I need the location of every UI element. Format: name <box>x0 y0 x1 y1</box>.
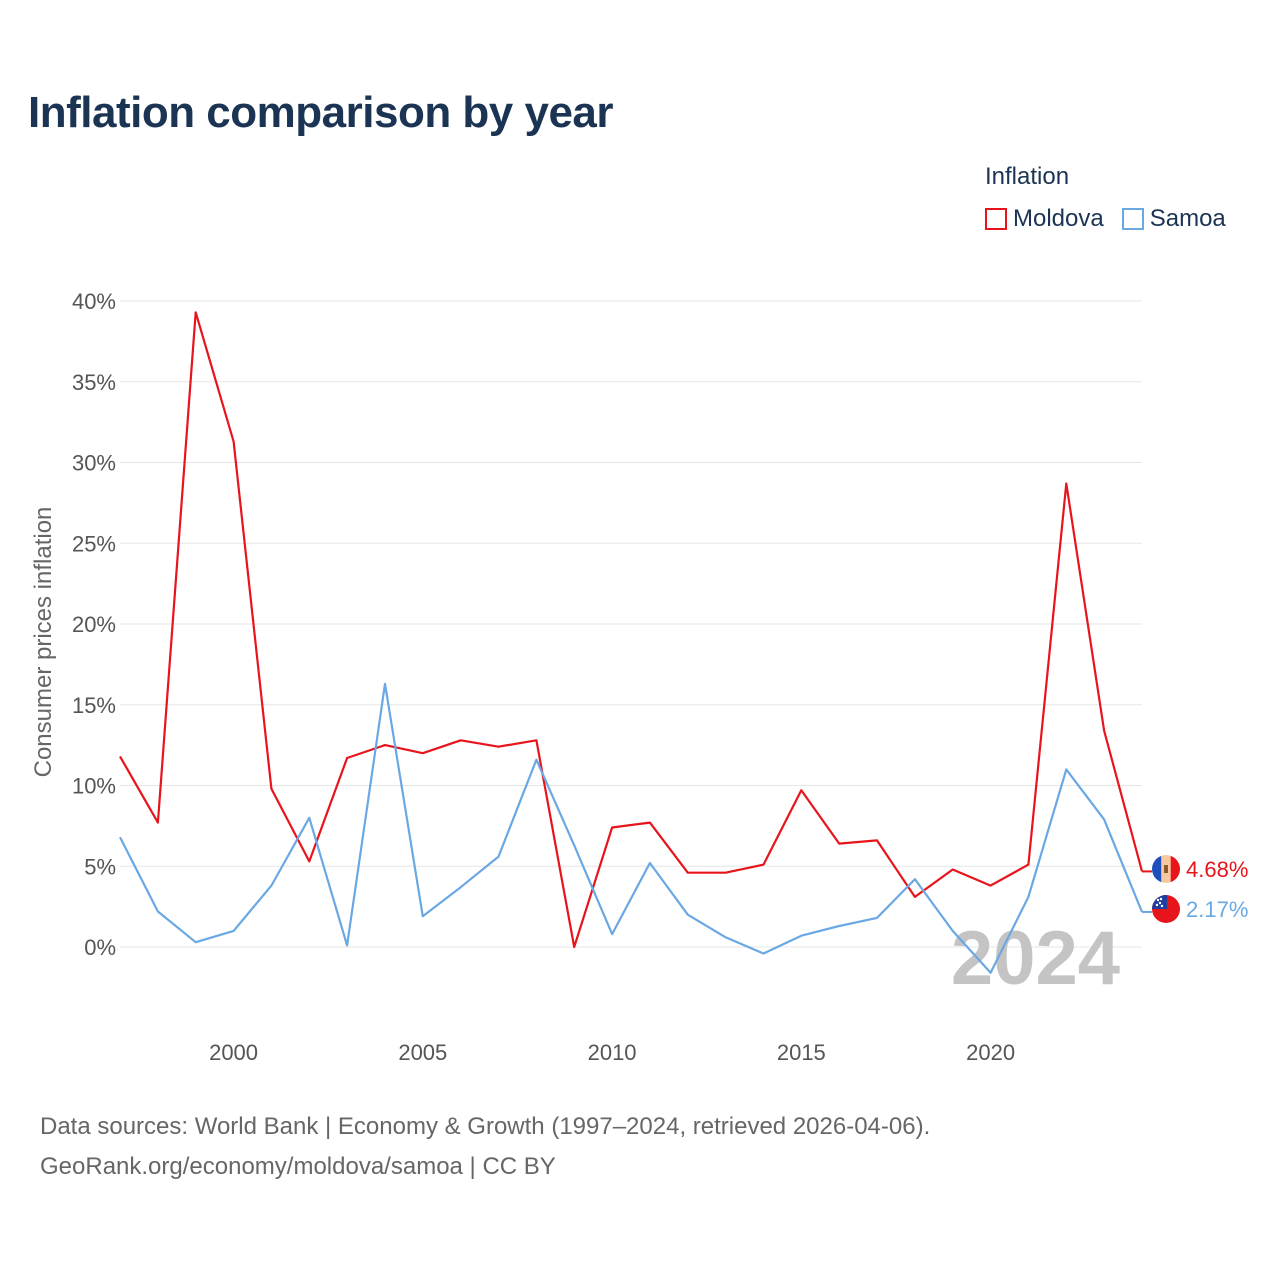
y-tick-label-5: 5% <box>84 854 116 879</box>
x-tick-label-2000: 2000 <box>209 1040 258 1065</box>
legend-item-samoa[interactable]: Samoa <box>1121 205 1226 233</box>
legend-swatch-samoa <box>1121 208 1144 230</box>
legend-label-samoa: Samoa <box>1149 205 1226 232</box>
legend-label-moldova: Moldova <box>1013 205 1104 232</box>
y-tick-label-30: 30% <box>72 451 116 476</box>
chart-title: Inflation comparison by year <box>28 88 614 137</box>
y-tick-label-20: 20% <box>72 612 116 637</box>
footer: Data sources: World Bank | Economy & Gro… <box>40 1107 930 1187</box>
end-label-samoa: 2.17% <box>1186 897 1248 922</box>
legend: Moldova Samoa <box>985 205 1226 233</box>
x-tick-label-2020: 2020 <box>966 1040 1015 1065</box>
moldova-flag-icon <box>1152 855 1180 883</box>
y-tick-label-25: 25% <box>72 531 116 556</box>
legend-swatch-moldova <box>985 208 1007 230</box>
y-axis-label: Consumer prices inflation <box>30 507 57 778</box>
y-tick-label-35: 35% <box>72 370 116 395</box>
legend-item-moldova[interactable]: Moldova <box>985 205 1104 233</box>
y-tick-label-15: 15% <box>72 693 116 718</box>
x-tick-label-2010: 2010 <box>588 1040 637 1065</box>
samoa-flag-icon <box>1152 895 1180 923</box>
x-tick-label-2015: 2015 <box>777 1040 826 1065</box>
line-chart: 0% 5% 10% 15% 20% 25% 30% 35% 40% 2000 2005 2010 201… <box>30 289 1248 1065</box>
y-tick-label-10: 10% <box>72 774 116 799</box>
series-line-samoa <box>119 682 1144 974</box>
series-line-moldova <box>119 311 1144 949</box>
x-tick-label-2005: 2005 <box>398 1040 447 1065</box>
end-label-moldova: 4.68% <box>1186 857 1248 882</box>
footer-link: GeoRank.org/economy/moldova/samoa | CC B… <box>40 1153 556 1180</box>
y-tick-label-40: 40% <box>72 289 116 314</box>
legend-title: Inflation <box>985 163 1070 190</box>
footer-sources: Data sources: World Bank | Economy & Gro… <box>40 1113 931 1140</box>
y-tick-label-0: 0% <box>84 935 116 960</box>
